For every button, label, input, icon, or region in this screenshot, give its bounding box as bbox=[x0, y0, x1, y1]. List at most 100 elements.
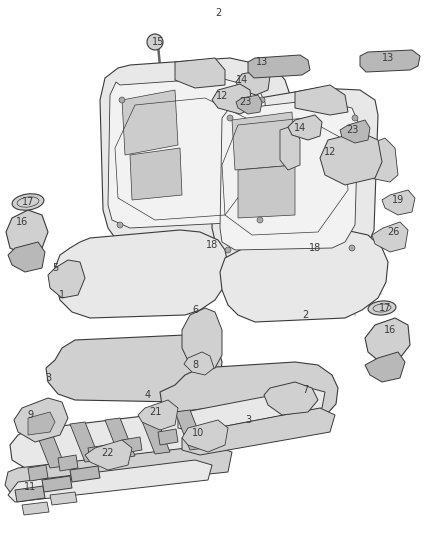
Polygon shape bbox=[264, 382, 318, 415]
Text: 6: 6 bbox=[192, 305, 198, 315]
Text: 17: 17 bbox=[379, 303, 391, 313]
Circle shape bbox=[352, 115, 358, 121]
Text: 2: 2 bbox=[215, 8, 221, 18]
Polygon shape bbox=[108, 78, 268, 228]
Polygon shape bbox=[105, 418, 135, 458]
Polygon shape bbox=[48, 260, 85, 298]
Text: 1: 1 bbox=[59, 290, 65, 300]
Polygon shape bbox=[236, 70, 270, 95]
Polygon shape bbox=[182, 420, 228, 452]
Text: 2: 2 bbox=[302, 310, 308, 320]
Polygon shape bbox=[236, 95, 262, 114]
Text: 17: 17 bbox=[22, 197, 34, 207]
Polygon shape bbox=[58, 455, 78, 471]
Polygon shape bbox=[365, 318, 410, 362]
Polygon shape bbox=[122, 437, 142, 453]
Polygon shape bbox=[140, 414, 170, 454]
Polygon shape bbox=[238, 165, 295, 218]
Polygon shape bbox=[70, 466, 100, 482]
Polygon shape bbox=[35, 428, 65, 468]
Text: 5: 5 bbox=[52, 263, 58, 273]
Circle shape bbox=[257, 217, 263, 223]
Ellipse shape bbox=[12, 194, 44, 210]
Polygon shape bbox=[100, 58, 290, 248]
Polygon shape bbox=[158, 429, 178, 445]
Polygon shape bbox=[175, 58, 225, 88]
Polygon shape bbox=[232, 112, 295, 170]
Polygon shape bbox=[365, 352, 405, 382]
Polygon shape bbox=[8, 460, 212, 502]
Polygon shape bbox=[14, 398, 68, 442]
Text: 11: 11 bbox=[24, 482, 36, 492]
Polygon shape bbox=[382, 190, 415, 215]
Polygon shape bbox=[212, 88, 378, 268]
Polygon shape bbox=[55, 230, 228, 318]
Text: 14: 14 bbox=[294, 123, 306, 133]
Text: 21: 21 bbox=[149, 407, 161, 417]
Circle shape bbox=[225, 247, 231, 253]
Polygon shape bbox=[5, 445, 232, 495]
Polygon shape bbox=[8, 242, 45, 272]
Ellipse shape bbox=[368, 301, 396, 315]
Text: 3: 3 bbox=[45, 373, 51, 383]
Text: 13: 13 bbox=[256, 57, 268, 67]
Polygon shape bbox=[28, 465, 48, 481]
Text: 15: 15 bbox=[152, 37, 164, 47]
Text: 16: 16 bbox=[16, 217, 28, 227]
Text: 22: 22 bbox=[102, 448, 114, 458]
Polygon shape bbox=[28, 412, 55, 435]
Text: 14: 14 bbox=[236, 75, 248, 85]
Polygon shape bbox=[182, 308, 222, 372]
Text: 23: 23 bbox=[346, 125, 358, 135]
Polygon shape bbox=[46, 335, 222, 402]
Polygon shape bbox=[288, 115, 322, 140]
Polygon shape bbox=[42, 476, 72, 492]
Polygon shape bbox=[340, 120, 370, 143]
Polygon shape bbox=[362, 138, 398, 182]
Text: 7: 7 bbox=[302, 385, 308, 395]
Text: 19: 19 bbox=[392, 195, 404, 205]
Text: 26: 26 bbox=[387, 227, 399, 237]
Polygon shape bbox=[220, 230, 388, 322]
Text: 4: 4 bbox=[145, 390, 151, 400]
Polygon shape bbox=[160, 362, 338, 426]
Text: 16: 16 bbox=[384, 325, 396, 335]
Polygon shape bbox=[130, 148, 182, 200]
Polygon shape bbox=[138, 400, 178, 430]
Polygon shape bbox=[178, 388, 325, 432]
Text: 13: 13 bbox=[382, 53, 394, 63]
Polygon shape bbox=[220, 100, 358, 250]
Circle shape bbox=[259, 97, 265, 103]
Polygon shape bbox=[248, 55, 310, 78]
Polygon shape bbox=[372, 222, 408, 252]
Polygon shape bbox=[10, 408, 235, 468]
Polygon shape bbox=[320, 132, 382, 185]
Circle shape bbox=[147, 34, 163, 50]
Circle shape bbox=[349, 245, 355, 251]
Text: 23: 23 bbox=[239, 97, 251, 107]
Polygon shape bbox=[85, 440, 132, 470]
Polygon shape bbox=[175, 410, 205, 450]
Text: 18: 18 bbox=[206, 240, 218, 250]
Text: 9: 9 bbox=[27, 410, 33, 420]
Polygon shape bbox=[295, 85, 348, 115]
Polygon shape bbox=[280, 125, 300, 170]
Circle shape bbox=[119, 97, 125, 103]
Polygon shape bbox=[182, 408, 335, 455]
Text: 8: 8 bbox=[192, 360, 198, 370]
Polygon shape bbox=[15, 486, 45, 502]
Circle shape bbox=[117, 222, 123, 228]
Polygon shape bbox=[122, 90, 178, 155]
Polygon shape bbox=[88, 445, 108, 461]
Polygon shape bbox=[360, 50, 420, 72]
Polygon shape bbox=[212, 84, 252, 114]
Text: 18: 18 bbox=[309, 243, 321, 253]
Circle shape bbox=[227, 115, 233, 121]
Text: 12: 12 bbox=[324, 147, 336, 157]
Polygon shape bbox=[50, 492, 77, 505]
Polygon shape bbox=[184, 352, 214, 375]
Text: 12: 12 bbox=[216, 91, 228, 101]
Text: 10: 10 bbox=[192, 428, 204, 438]
Polygon shape bbox=[70, 422, 100, 462]
Text: 3: 3 bbox=[245, 415, 251, 425]
